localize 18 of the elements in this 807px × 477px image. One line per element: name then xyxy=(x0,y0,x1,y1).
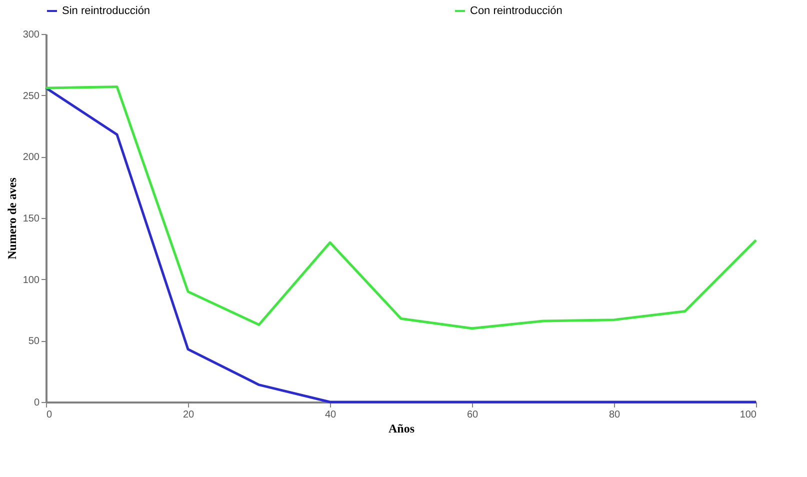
line-series xyxy=(44,85,758,330)
y-tick-label: 100 xyxy=(22,274,40,286)
x-tick-label: 40 xyxy=(324,410,336,420)
y-tick-label: 200 xyxy=(22,152,40,164)
legend-label: Sin reintroducción xyxy=(62,5,150,17)
y-tick-label: 300 xyxy=(22,30,40,40)
x-tick-label: 60 xyxy=(466,410,478,420)
legend-label: Con reintroducción xyxy=(470,5,562,17)
x-tick-label: 0 xyxy=(46,410,52,420)
x-tick-label: 100 xyxy=(740,410,757,420)
x-tick-label: 20 xyxy=(182,410,194,420)
x-axis-title: Años xyxy=(388,422,415,436)
y-tick-label: 0 xyxy=(34,398,40,408)
x-tick-label: 80 xyxy=(608,410,620,420)
y-tick-label: 250 xyxy=(22,90,40,102)
y-axis-title: Numero de aves xyxy=(4,177,19,260)
y-tick-label: 150 xyxy=(22,214,40,224)
y-tick-label: 50 xyxy=(28,336,40,348)
